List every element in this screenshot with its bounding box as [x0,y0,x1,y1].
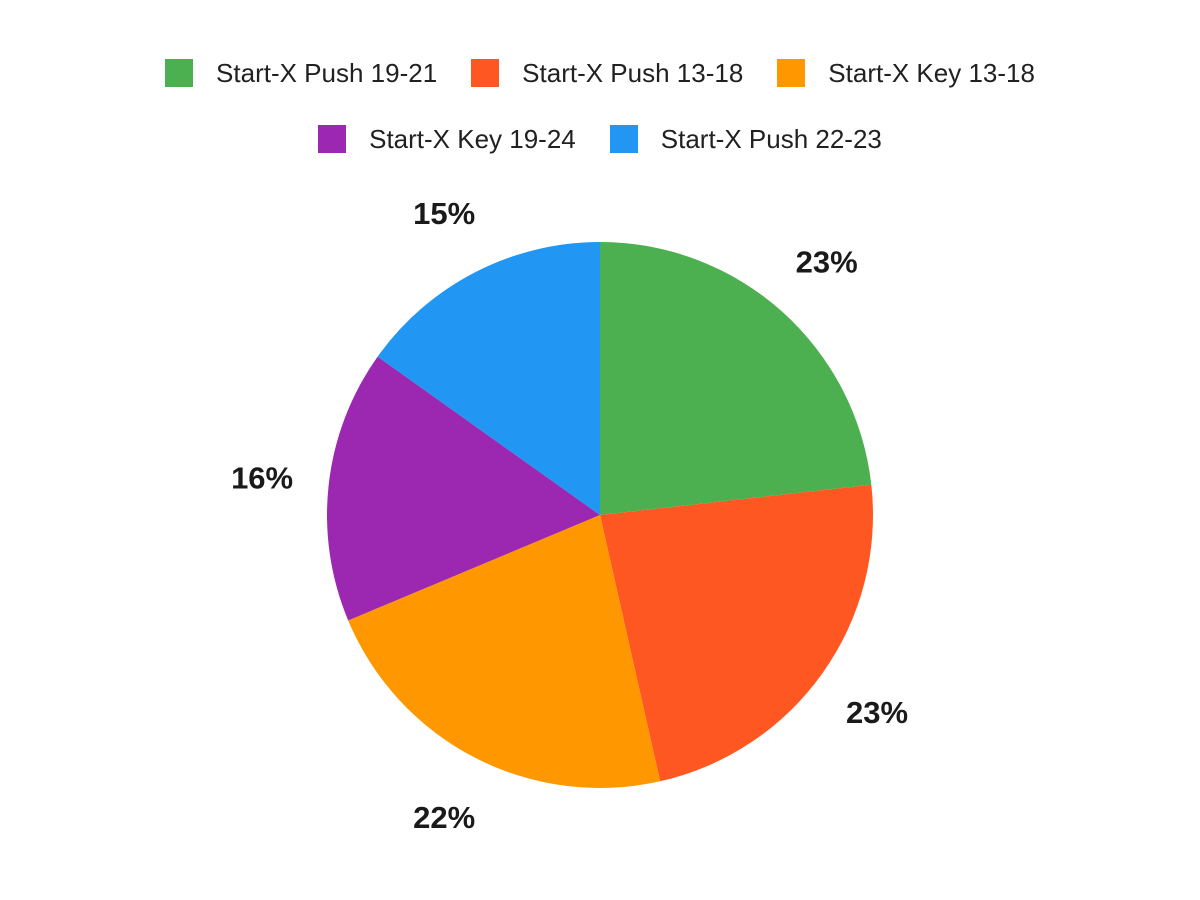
legend-swatch-icon [609,125,638,153]
pie-percent-label-1: 23% [846,695,908,730]
legend-item-label: Start-X Push 22-23 [660,124,882,154]
legend-item-label: Start-X Push 19-21 [216,58,438,88]
legend-item-label: Start-X Key 13-18 [828,58,1035,88]
legend-swatch-icon [471,59,500,87]
legend-item-2[interactable]: Start-X Key 13-18 [777,59,1035,87]
pie-percent-label-0: 23% [796,245,858,280]
pie-slice-1 [600,484,874,782]
legend-row-1: Start-X Push 19-21 Start-X Push 13-18 Star… [165,59,1035,87]
pie-slice-4 [377,242,600,515]
pie-percent-label-4: 15% [413,196,475,231]
chart-legend: Start-X Push 19-21 Start-X Push 13-18 Star… [0,59,1200,153]
pie-slice-0 [600,242,872,515]
legend-item-1[interactable]: Start-X Push 13-18 [471,59,743,87]
legend-item-4[interactable]: Start-X Push 22-23 [609,124,882,154]
pie-slice-2 [348,515,661,788]
legend-swatch-icon [165,59,194,87]
legend-item-0[interactable]: Start-X Push 19-21 [165,59,437,87]
legend-swatch-icon [318,125,347,153]
legend-swatch-icon [777,59,806,87]
legend-item-label: Start-X Push 13-18 [522,58,744,88]
pie-slice-3 [327,356,600,621]
legend-item-3[interactable]: Start-X Key 19-24 [318,125,576,153]
pie-percent-label-3: 16% [231,460,293,495]
pie-percent-label-2: 22% [413,800,475,835]
legend-row-2: Start-X Key 19-24 Start-X Push 22-23 [318,125,882,153]
legend-item-label: Start-X Key 19-24 [369,124,576,154]
